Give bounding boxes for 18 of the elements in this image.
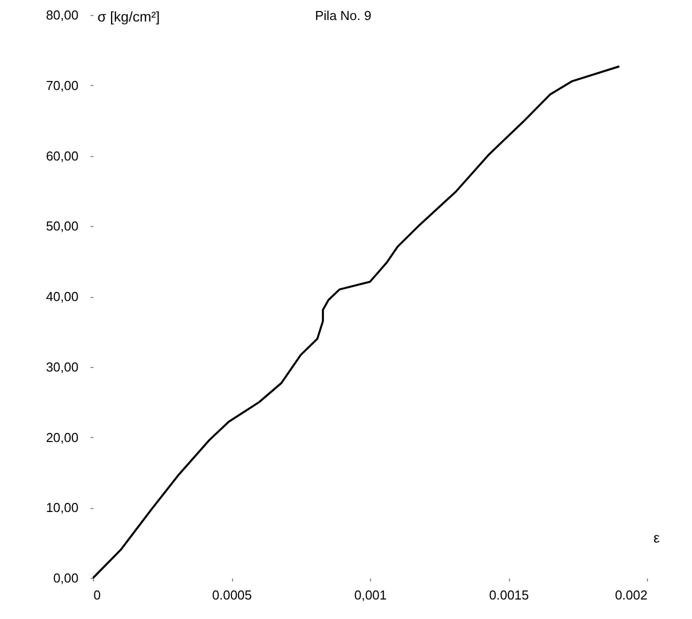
y-tick-label: 60,00 (46, 148, 78, 164)
chart-title: Pila No. 9 (315, 8, 372, 23)
y-tick-label: 0,00 (53, 570, 78, 586)
x-tick-label: 0.0015 (489, 588, 529, 602)
x-tick-label: 0,001 (354, 588, 387, 602)
y-tick-label: 40,00 (46, 289, 78, 304)
y-tick-label: 80,00 (46, 8, 78, 22)
x-tick-label: 0.0005 (212, 588, 252, 602)
y-axis-title: σ [kg/cm²] (98, 8, 160, 24)
y-tick-label: 20,00 (46, 430, 78, 445)
x-tick-label: 0 (94, 588, 101, 602)
x-tick-label: 0.002 (614, 588, 648, 602)
y-tick-label: 50,00 (46, 218, 78, 234)
line-series (92, 65, 620, 579)
x-axis-title: ε (654, 530, 660, 546)
y-tick-label: 30,00 (46, 359, 78, 374)
y-tick-label: 10,00 (46, 500, 78, 516)
y-tick-label: 70,00 (46, 78, 78, 93)
